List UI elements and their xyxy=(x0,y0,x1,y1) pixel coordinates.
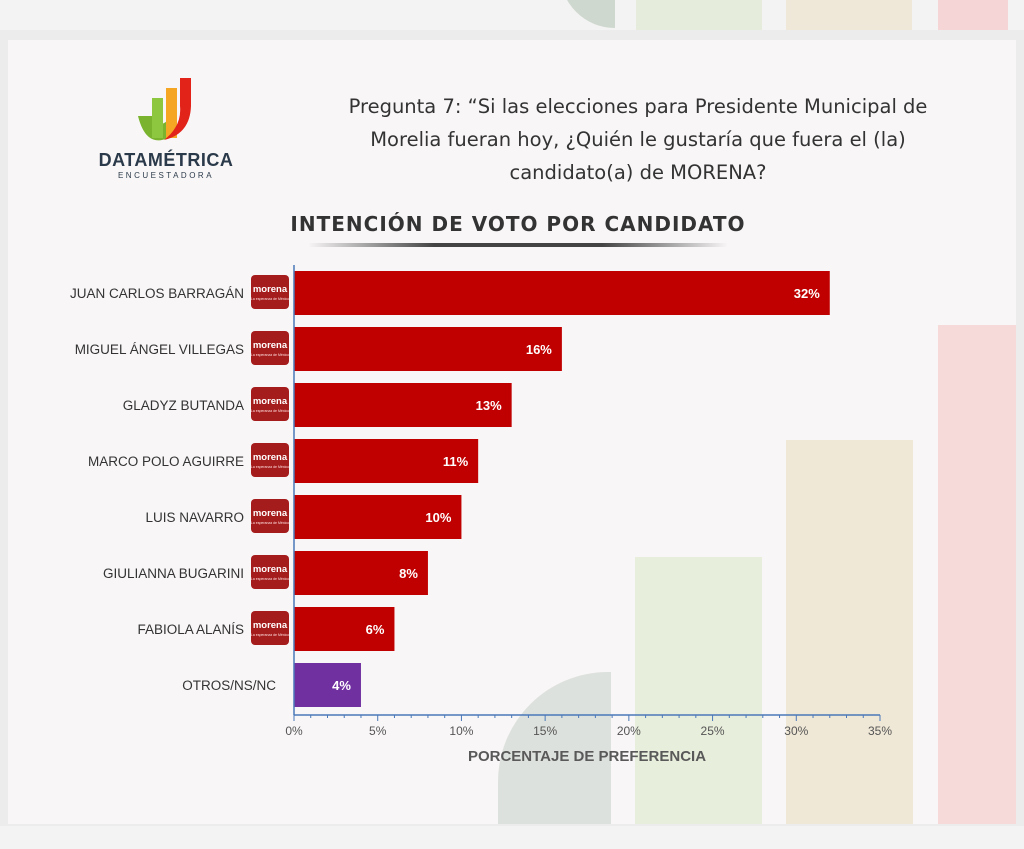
bottom-strip xyxy=(0,826,1024,849)
logo-tagline: ENCUESTADORA xyxy=(117,171,215,180)
datametrica-logo: DATAMÉTRICA ENCUESTADORA xyxy=(86,76,246,186)
question-line-3: candidato(a) de MORENA? xyxy=(509,161,767,184)
data-label-2: 16% xyxy=(526,342,552,357)
category-label-5: LUIS NAVARRO xyxy=(145,510,244,525)
category-label-6: GIULIANNA BUGARINI xyxy=(103,566,244,581)
category-label-2: MIGUEL ÁNGEL VILLEGAS xyxy=(75,342,244,357)
x-tick-label-3: 15% xyxy=(533,724,557,738)
bar-4 xyxy=(294,439,479,483)
morena-badge-label-6: morena xyxy=(253,564,288,575)
logo-name: DATAMÉTRICA xyxy=(98,150,234,170)
morena-badge-subtitle-4: La esperanza de México xyxy=(251,465,289,469)
bar-8 xyxy=(294,663,361,707)
x-tick-label-1: 5% xyxy=(369,724,387,738)
morena-badge-subtitle-6: La esperanza de México xyxy=(251,577,289,581)
data-label-8: 4% xyxy=(332,678,351,693)
category-label-4: MARCO POLO AGUIRRE xyxy=(88,454,244,469)
morena-badge-7 xyxy=(251,611,289,645)
category-label-3: GLADYZ BUTANDA xyxy=(123,398,244,413)
morena-badge-1 xyxy=(251,275,289,309)
data-label-7: 6% xyxy=(366,622,385,637)
x-tick-label-7: 35% xyxy=(868,724,892,738)
morena-badge-subtitle-1: La esperanza de México xyxy=(251,297,289,301)
bar-7 xyxy=(294,607,395,651)
morena-badge-6 xyxy=(251,555,289,589)
morena-badge-5 xyxy=(251,499,289,533)
x-tick-label-6: 30% xyxy=(784,724,808,738)
chart-title-underline xyxy=(308,243,728,247)
logo-bars-graphic xyxy=(138,78,191,141)
morena-badge-3 xyxy=(251,387,289,421)
category-label-8: OTROS/NS/NC xyxy=(182,678,276,693)
morena-badge-subtitle-5: La esperanza de México xyxy=(251,521,289,525)
data-label-1: 32% xyxy=(794,286,820,301)
morena-badge-subtitle-3: La esperanza de México xyxy=(251,409,289,413)
category-label-1: JUAN CARLOS BARRAGÁN xyxy=(70,286,244,301)
decor-bar-pink xyxy=(938,325,1016,824)
bar-2 xyxy=(294,327,562,371)
bar-5 xyxy=(294,495,462,539)
bar-6 xyxy=(294,551,428,595)
morena-badge-subtitle-7: La esperanza de México xyxy=(251,633,289,637)
x-axis-title: PORCENTAJE DE PREFERENCIA xyxy=(468,748,706,765)
decor-shape-beige-top xyxy=(786,0,912,30)
morena-badge-label-7: morena xyxy=(253,620,288,631)
data-label-5: 10% xyxy=(425,510,451,525)
x-tick-label-2: 10% xyxy=(449,724,473,738)
x-tick-label-5: 25% xyxy=(701,724,725,738)
bar-1 xyxy=(294,271,830,315)
question-text: Pregunta 7: “Si las elecciones para Pres… xyxy=(308,90,968,189)
morena-badge-label-3: morena xyxy=(253,396,288,407)
morena-badge-label-5: morena xyxy=(253,508,288,519)
slide-card: DATAMÉTRICA ENCUESTADORA Pregunta 7: “Si… xyxy=(8,40,1016,824)
data-label-3: 13% xyxy=(476,398,502,413)
morena-badge-label-1: morena xyxy=(253,284,288,295)
question-line-1: Pregunta 7: “Si las elecciones para Pres… xyxy=(348,95,928,118)
decor-shape-lightgreen-top xyxy=(636,0,762,30)
bar-3 xyxy=(294,383,512,427)
top-strip xyxy=(0,0,1024,30)
chart-title: INTENCIÓN DE VOTO POR CANDIDATO xyxy=(290,212,746,236)
decor-bar-beige xyxy=(786,440,913,824)
category-label-7: FABIOLA ALANÍS xyxy=(137,622,244,637)
decor-shape-pink-top xyxy=(938,0,1008,30)
morena-badge-label-2: morena xyxy=(253,340,288,351)
question-line-2: Morelia fueran hoy, ¿Quién le gustaría q… xyxy=(370,128,906,151)
morena-badge-4 xyxy=(251,443,289,477)
morena-badge-2 xyxy=(251,331,289,365)
decor-bar-lightgreen xyxy=(635,557,762,824)
x-tick-label-0: 0% xyxy=(285,724,303,738)
x-tick-label-4: 20% xyxy=(617,724,641,738)
data-label-6: 8% xyxy=(399,566,418,581)
morena-badge-label-4: morena xyxy=(253,452,288,463)
morena-badge-subtitle-2: La esperanza de México xyxy=(251,353,289,357)
data-label-4: 11% xyxy=(443,454,469,469)
